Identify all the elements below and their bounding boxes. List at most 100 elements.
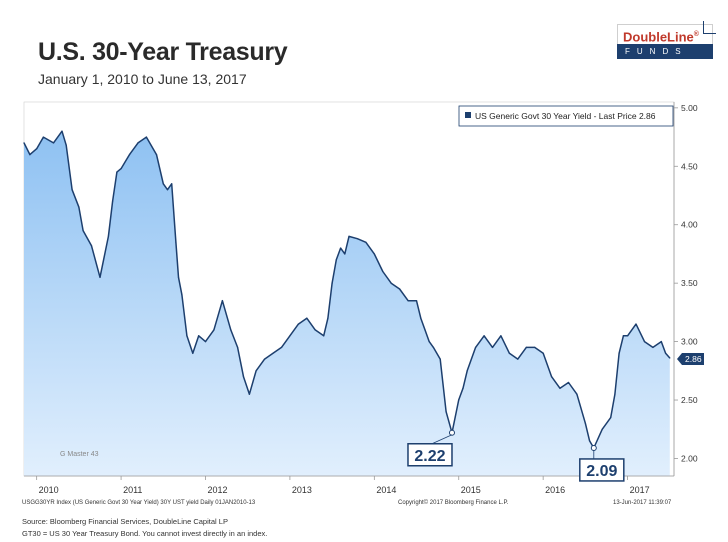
page-subtitle: January 1, 2010 to June 13, 2017 bbox=[38, 71, 247, 87]
chart-footer-right: 13-Jun-2017 11:39:07 bbox=[613, 500, 672, 506]
yield-point-74 bbox=[517, 358, 519, 360]
yield-point-3 bbox=[42, 136, 45, 138]
yield-point-19 bbox=[155, 154, 158, 156]
yield-point-88 bbox=[618, 352, 620, 354]
doubleline-logo: DoubleLine® FUNDS bbox=[617, 21, 716, 62]
annotation-point-1 bbox=[590, 444, 597, 451]
yield-point-51 bbox=[356, 238, 358, 240]
chart-footer-middle: Copyright© 2017 Bloomberg Finance L.P. bbox=[398, 499, 509, 506]
yield-point-37 bbox=[264, 358, 266, 360]
yield-point-79 bbox=[559, 387, 561, 389]
yield-point-63 bbox=[439, 358, 441, 360]
y-tick-label-0: 2.00 bbox=[681, 453, 698, 463]
yield-point-71 bbox=[491, 346, 494, 348]
yield-point-91 bbox=[635, 323, 637, 325]
yield-point-90 bbox=[627, 335, 629, 337]
yield-point-23 bbox=[175, 241, 177, 243]
yield-point-40 bbox=[289, 335, 291, 337]
yield-point-31 bbox=[221, 300, 223, 302]
yield-point-76 bbox=[534, 346, 536, 348]
yield-point-62 bbox=[432, 346, 434, 348]
yield-point-57 bbox=[407, 300, 409, 302]
yield-point-81 bbox=[576, 393, 578, 395]
x-tick-label-1: 2011 bbox=[123, 485, 142, 495]
yield-point-55 bbox=[390, 282, 392, 284]
yield-point-52 bbox=[365, 241, 367, 243]
yield-point-35 bbox=[248, 393, 250, 395]
yield-point-9 bbox=[82, 230, 84, 232]
x-tick-label-5: 2015 bbox=[461, 485, 481, 495]
yield-point-36 bbox=[255, 370, 257, 372]
yield-point-47 bbox=[335, 259, 337, 261]
logo-corner-mark bbox=[703, 21, 716, 34]
yield-point-44 bbox=[323, 335, 325, 337]
yield-point-16 bbox=[128, 154, 131, 156]
yield-point-32 bbox=[230, 329, 232, 331]
yield-point-13 bbox=[112, 200, 114, 202]
yield-point-73 bbox=[508, 352, 510, 354]
y-tick-label-3: 3.50 bbox=[681, 278, 698, 288]
yield-point-33 bbox=[237, 346, 239, 348]
yield-point-64 bbox=[445, 411, 447, 413]
yield-point-69 bbox=[475, 346, 477, 348]
yield-point-80 bbox=[567, 381, 570, 384]
yield-point-28 bbox=[198, 335, 200, 337]
yield-point-25 bbox=[181, 294, 183, 296]
yield-point-60 bbox=[424, 329, 426, 331]
yield-point-70 bbox=[483, 335, 485, 337]
yield-point-7 bbox=[71, 189, 73, 191]
yield-point-94 bbox=[660, 341, 662, 343]
yield-point-54 bbox=[382, 270, 384, 273]
yield-point-89 bbox=[622, 335, 625, 337]
yield-point-24 bbox=[177, 276, 180, 278]
logo-name-text: DoubleLine bbox=[623, 29, 694, 45]
y-tick-label-4: 4.00 bbox=[681, 220, 698, 230]
yield-point-96 bbox=[669, 357, 671, 359]
yield-point-49 bbox=[344, 253, 346, 255]
ticks-layer: 2.00 2.50 3.00 3.50 4.00 4.50 5.00 2010 2011 2012… bbox=[36, 103, 698, 495]
yield-point-45 bbox=[327, 317, 329, 319]
yield-point-50 bbox=[348, 235, 350, 237]
source-footnote: Source: Bloomberg Financial Services, Do… bbox=[22, 517, 228, 526]
logo-registered-mark: ® bbox=[693, 31, 699, 38]
yield-point-30 bbox=[213, 329, 215, 331]
x-tick-label-4: 2014 bbox=[376, 485, 396, 495]
yield-point-4 bbox=[52, 142, 55, 144]
yield-point-2 bbox=[36, 148, 38, 150]
annotation-layer: 2.22 2.09 bbox=[407, 429, 625, 482]
annotation-label-0: 2.22 bbox=[414, 448, 445, 465]
yield-point-11 bbox=[99, 276, 101, 278]
yield-point-83 bbox=[589, 440, 591, 442]
yield-point-39 bbox=[280, 346, 283, 348]
yield-point-59 bbox=[420, 317, 422, 319]
yield-point-12 bbox=[107, 235, 109, 237]
x-tick-label-7: 2017 bbox=[630, 485, 650, 495]
legend-box bbox=[458, 105, 674, 127]
last-price-marker: 2.86 bbox=[677, 353, 704, 365]
yield-point-14 bbox=[116, 171, 118, 173]
yield-point-72 bbox=[500, 335, 502, 337]
yield-point-0 bbox=[23, 142, 25, 144]
yield-point-93 bbox=[652, 346, 654, 348]
yield-point-5 bbox=[61, 130, 63, 132]
x-tick-label-3: 2013 bbox=[292, 485, 312, 495]
yield-point-86 bbox=[610, 417, 612, 419]
yield-point-61 bbox=[428, 341, 430, 343]
x-tick-label-2: 2012 bbox=[207, 485, 227, 495]
y-tick-label-2: 3.00 bbox=[681, 337, 698, 347]
last-price-label: 2.86 bbox=[685, 354, 702, 364]
y-tick-label-1: 2.50 bbox=[681, 395, 698, 405]
yield-point-85 bbox=[601, 428, 603, 430]
annotation-box-1 bbox=[579, 458, 625, 482]
yield-point-20 bbox=[162, 183, 164, 185]
yield-point-26 bbox=[186, 335, 188, 337]
yield-point-92 bbox=[643, 341, 646, 343]
page-title: U.S. 30-Year Treasury bbox=[38, 38, 288, 66]
yield-point-77 bbox=[542, 352, 544, 354]
yield-point-10 bbox=[90, 245, 93, 247]
yield-point-8 bbox=[78, 206, 80, 208]
yield-point-95 bbox=[665, 352, 667, 354]
yield-point-42 bbox=[306, 317, 308, 319]
yield-point-18 bbox=[145, 136, 147, 138]
